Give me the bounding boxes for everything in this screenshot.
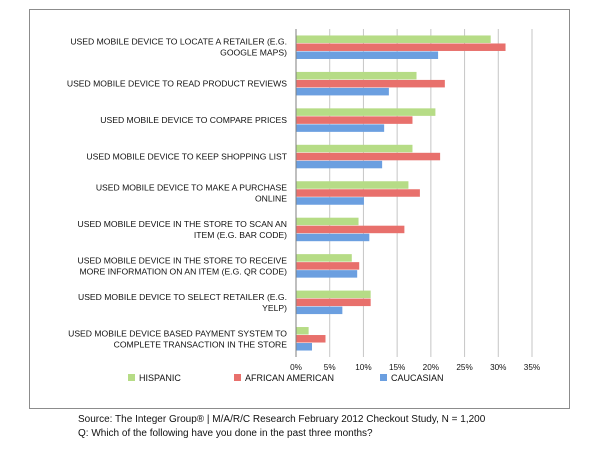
- bar-hispanic: [296, 35, 491, 43]
- bar-caucasian: [296, 197, 364, 205]
- bar-hispanic: [296, 290, 371, 299]
- bar-hispanic: [296, 181, 409, 189]
- category-label: GOOGLE MAPS): [220, 48, 287, 58]
- bar-caucasian: [296, 306, 343, 315]
- bar-caucasian: [296, 51, 439, 59]
- legend-label: AFRICAN AMERICAN: [245, 373, 334, 383]
- category-label: USED MOBILE DEVICE BASED PAYMENT SYSTEM …: [68, 328, 287, 338]
- source-note-line1: Source: The Integer Group® | M/A/R/C Res…: [78, 414, 486, 425]
- category-label: COMPLETE TRANSACTION IN THE STORE: [114, 339, 288, 349]
- category-label: ONLINE: [255, 194, 287, 204]
- x-tick-label: 20%: [423, 363, 439, 372]
- legend-label: HISPANIC: [139, 373, 181, 383]
- category-label: USED MOBILE DEVICE TO READ PRODUCT REVIE…: [67, 79, 287, 89]
- bar-african-american: [296, 335, 326, 343]
- legend-swatch-hispanic: [128, 374, 135, 381]
- category-label: USED MOBILE DEVICE TO KEEP SHOPPING LIST: [86, 152, 287, 162]
- bar-hispanic: [296, 108, 436, 116]
- bar-african-american: [296, 262, 360, 270]
- legend-swatch-african-american: [234, 374, 241, 381]
- bar-hispanic: [296, 217, 359, 226]
- category-label: USED MOBILE DEVICE TO COMPARE PRICES: [100, 115, 287, 125]
- category-label: USED MOBILE DEVICE IN THE STORE TO SCAN …: [78, 219, 288, 229]
- bar-hispanic: [296, 144, 413, 153]
- legend-swatch-caucasian: [380, 374, 387, 381]
- bar-african-american: [296, 79, 445, 88]
- bar-african-american: [296, 298, 371, 307]
- x-tick-label: 5%: [324, 363, 336, 372]
- category-label: USED MOBILE DEVICE TO SELECT RETAILER (E…: [78, 292, 287, 302]
- bar-hispanic: [296, 254, 352, 262]
- bar-african-american: [296, 116, 413, 124]
- bar-caucasian: [296, 87, 389, 96]
- category-label: USED MOBILE DEVICE TO MAKE A PURCHASE: [96, 183, 287, 193]
- x-tick-label: 30%: [490, 363, 506, 372]
- bar-african-american: [296, 189, 420, 197]
- x-tick-label: 0%: [290, 363, 302, 372]
- bar-caucasian: [296, 160, 383, 169]
- category-label: USED MOBILE DEVICE IN THE STORE TO RECEI…: [78, 255, 288, 265]
- x-tick-label: 35%: [524, 363, 540, 372]
- bar-african-american: [296, 152, 441, 161]
- bar-hispanic: [296, 71, 417, 80]
- bar-caucasian: [296, 270, 358, 278]
- x-tick-label: 10%: [355, 363, 371, 372]
- bar-african-american: [296, 225, 405, 234]
- bar-caucasian: [296, 343, 313, 351]
- category-label: ITEM (E.G. BAR CODE): [194, 230, 287, 240]
- bar-caucasian: [296, 124, 385, 132]
- category-label: USED MOBILE DEVICE TO LOCATE A RETAILER …: [70, 37, 287, 47]
- legend-label: CAUCASIAN: [391, 373, 444, 383]
- bar-hispanic: [296, 327, 309, 335]
- category-label: YELP): [262, 303, 287, 313]
- x-tick-label: 15%: [389, 363, 405, 372]
- x-tick-label: 25%: [456, 363, 472, 372]
- bar-caucasian: [296, 233, 370, 242]
- category-label: MORE INFORMATION ON AN ITEM (E.G. QR COD…: [79, 266, 287, 276]
- bar-african-american: [296, 43, 506, 51]
- source-note-line2: Q: Which of the following have you done …: [78, 428, 373, 439]
